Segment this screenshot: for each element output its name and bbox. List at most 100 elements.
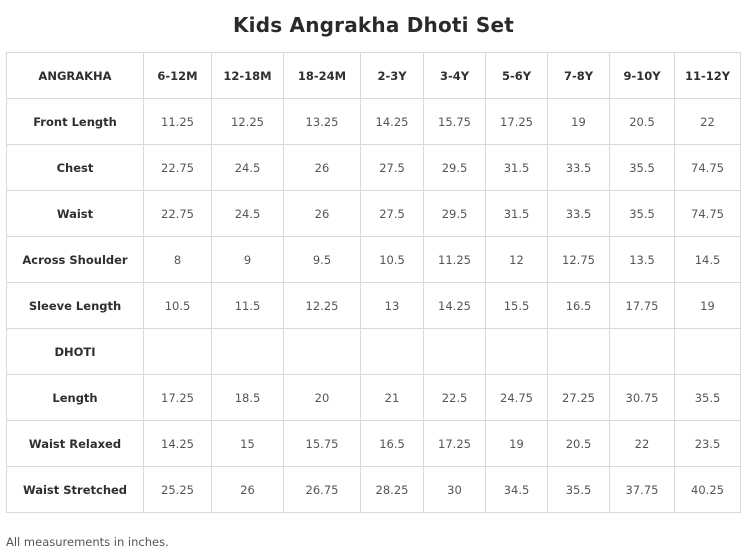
measurement-cell: 17.25 [485,98,548,145]
measurement-cell: 35.5 [674,374,741,421]
measurement-cell: 20 [283,374,361,421]
size-chart-table: ANGRAKHA 6-12M 12-18M 18-24M 2-3Y 3-4Y 5-6Y 7-8… [6,52,741,513]
row-label: Across Shoulder [6,236,144,283]
footnote: All measurements in inches. [6,535,169,549]
size-header-cell: 5-6Y [485,52,548,99]
measurement-cell [609,328,675,375]
row-label: Waist Stretched [6,466,144,513]
table-row: Front Length 11.25 12.25 13.25 14.25 15.75 17.… [6,98,741,145]
measurement-cell: 17.25 [143,374,212,421]
measurement-cell: 12.25 [211,98,284,145]
row-label: Waist Relaxed [6,420,144,467]
measurement-cell: 9.5 [283,236,361,283]
row-label: Length [6,374,144,421]
measurement-cell: 27.5 [360,144,424,191]
measurement-cell: 30 [423,466,486,513]
measurement-cell: 21 [360,374,424,421]
size-header-cell: 18-24M [283,52,361,99]
row-label: Front Length [6,98,144,145]
measurement-cell: 12.25 [283,282,361,329]
measurement-cell: 27.25 [547,374,610,421]
measurement-cell [423,328,486,375]
measurement-cell [143,328,212,375]
measurement-cell: 14.5 [674,236,741,283]
size-header-cell: 12-18M [211,52,284,99]
measurement-cell: 33.5 [547,144,610,191]
section-label-angrakha: ANGRAKHA [6,52,144,99]
measurement-cell: 37.75 [609,466,675,513]
measurement-cell: 16.5 [360,420,424,467]
page-title: Kids Angrakha Dhoti Set [232,13,515,37]
measurement-cell: 74.75 [674,144,741,191]
measurement-cell [211,328,284,375]
measurement-cell: 26 [283,144,361,191]
header-row: ANGRAKHA 6-12M 12-18M 18-24M 2-3Y 3-4Y 5-6Y 7-8… [6,52,741,99]
measurement-cell: 13.5 [609,236,675,283]
row-label: DHOTI [6,328,144,375]
row-label: Waist [6,190,144,237]
measurement-cell: 24.75 [485,374,548,421]
measurement-cell: 20.5 [547,420,610,467]
measurement-cell: 74.75 [674,190,741,237]
measurement-cell: 15 [211,420,284,467]
measurement-cell: 35.5 [547,466,610,513]
measurement-cell: 28.25 [360,466,424,513]
measurement-cell: 22 [609,420,675,467]
measurement-cell [283,328,361,375]
measurement-cell: 8 [143,236,212,283]
measurement-cell: 33.5 [547,190,610,237]
measurement-cell: 10.5 [143,282,212,329]
size-header-cell: 11-12Y [674,52,741,99]
table-row: Waist Relaxed 14.25 15 15.75 16.5 17.25 19 20.5… [6,420,741,467]
measurement-cell: 25.25 [143,466,212,513]
measurement-cell: 15.5 [485,282,548,329]
measurement-cell: 26.75 [283,466,361,513]
size-header-cell: 6-12M [143,52,212,99]
measurement-cell [674,328,741,375]
row-label: Chest [6,144,144,191]
measurement-cell: 19 [674,282,741,329]
size-header-cell: 9-10Y [609,52,675,99]
measurement-cell: 9 [211,236,284,283]
measurement-cell: 15.75 [283,420,361,467]
measurement-cell: 30.75 [609,374,675,421]
measurement-cell: 35.5 [609,144,675,191]
table-row: Length 17.25 18.5 20 21 22.5 24.75 27.25 30.75 35… [6,374,741,421]
measurement-cell: 27.5 [360,190,424,237]
measurement-cell: 11.25 [143,98,212,145]
table-row: Across Shoulder 8 9 9.5 10.5 11.25 12 12.75 13.5… [6,236,741,283]
measurement-cell: 11.25 [423,236,486,283]
measurement-cell: 22 [674,98,741,145]
measurement-cell: 13.25 [283,98,361,145]
measurement-cell: 22.75 [143,144,212,191]
measurement-cell: 19 [547,98,610,145]
measurement-cell: 20.5 [609,98,675,145]
measurement-cell [547,328,610,375]
measurement-cell: 26 [283,190,361,237]
measurement-cell: 13 [360,282,424,329]
measurement-cell: 15.75 [423,98,486,145]
size-header-cell: 7-8Y [547,52,610,99]
size-header-cell: 2-3Y [360,52,424,99]
measurement-cell: 24.5 [211,144,284,191]
measurement-cell: 29.5 [423,144,486,191]
table-row: Waist Stretched 25.25 26 26.75 28.25 30 34.5 35… [6,466,741,513]
measurement-cell: 22.5 [423,374,486,421]
measurement-cell: 26 [211,466,284,513]
measurement-cell: 10.5 [360,236,424,283]
measurement-cell: 11.5 [211,282,284,329]
measurement-cell: 19 [485,420,548,467]
measurement-cell: 16.5 [547,282,610,329]
measurement-cell: 14.25 [143,420,212,467]
size-header-cell: 3-4Y [423,52,486,99]
measurement-cell: 22.75 [143,190,212,237]
measurement-cell: 31.5 [485,144,548,191]
measurement-cell: 31.5 [485,190,548,237]
measurement-cell: 17.25 [423,420,486,467]
measurement-cell: 18.5 [211,374,284,421]
measurement-cell: 14.25 [360,98,424,145]
measurement-cell: 17.75 [609,282,675,329]
measurement-cell [360,328,424,375]
table-row: Sleeve Length 10.5 11.5 12.25 13 14.25 15.5 16.… [6,282,741,329]
measurement-cell: 34.5 [485,466,548,513]
